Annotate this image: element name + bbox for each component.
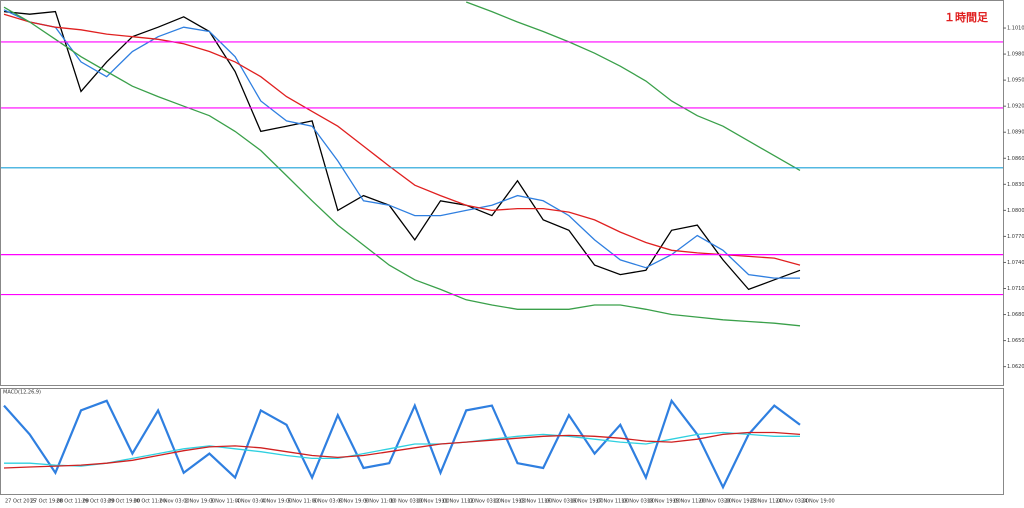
series-line — [3, 398, 801, 490]
series-line — [3, 10, 801, 291]
x-tick-label: 18 Nov 03:00 — [621, 499, 655, 505]
x-tick-label: 29 Oct 03:00 — [82, 499, 115, 505]
y-tick-label: 1.09800 — [1007, 52, 1024, 58]
series-line — [465, 1, 801, 171]
x-tick-label: 23 Nov 11:00 — [750, 499, 784, 505]
y-tick-label: 1.08900 — [1007, 130, 1024, 136]
x-tick-label: 29 Oct 19:00 — [108, 499, 141, 505]
y-tick-label: 1.10100 — [1007, 26, 1024, 32]
y-tick-label: 1.09500 — [1007, 78, 1024, 84]
y-tick-label: 1.09200 — [1007, 104, 1024, 110]
x-tick-label: 2 Nov 03:00 — [159, 499, 190, 505]
x-tick-label: 28 Oct 11:00 — [56, 499, 89, 505]
x-tick-label: 2 Nov 19:00 — [185, 499, 216, 505]
x-tick-label: 30 Oct 11:00 — [133, 499, 166, 505]
x-tick-label: 4 Nov 03:00 — [236, 499, 267, 505]
y-tick-label: 1.07700 — [1007, 234, 1024, 240]
x-tick-label: 4 Nov 19:00 — [262, 499, 293, 505]
y-tick-label: 1.08600 — [1007, 156, 1024, 162]
x-tick-label: 19 Nov 11:00 — [673, 499, 707, 505]
x-tick-label: 27 Oct 19:00 — [31, 499, 64, 505]
indicator-title: MACD(12,26,9) — [3, 390, 41, 396]
x-tick-label: 12 Nov 19:00 — [493, 499, 527, 505]
x-tick-label: 24 Nov 03:00 — [775, 499, 809, 505]
series-line — [3, 9, 800, 279]
y-tick-label: 1.06500 — [1007, 338, 1024, 344]
series-line — [3, 6, 801, 327]
x-tick-label: 11 Nov 11:00 — [442, 499, 476, 505]
x-tick-label: 10 Nov 19:00 — [416, 499, 450, 505]
x-tick-label: 9 Nov 11:00 — [364, 499, 395, 505]
series-line — [3, 431, 801, 469]
x-tick-label: 13 Nov 11:00 — [519, 499, 553, 505]
series-line — [3, 13, 801, 266]
x-tick-label: 12 Nov 03:00 — [467, 499, 501, 505]
y-tick-label: 1.08300 — [1007, 182, 1024, 188]
x-tick-label: 17 Nov 11:00 — [596, 499, 630, 505]
x-tick-label: 18 Nov 19:00 — [647, 499, 681, 505]
x-tick-label: 27 Oct 2015 — [5, 499, 36, 505]
y-tick-label: 1.07100 — [1007, 286, 1024, 292]
x-tick-label: 10 Nov 03:00 — [390, 499, 424, 505]
y-tick-label: 1.07400 — [1007, 260, 1024, 266]
x-tick-label: 3 Nov 11:00 — [210, 499, 241, 505]
x-tick-label: 24 Nov 19:00 — [801, 499, 835, 505]
timeframe-label: １時間足 — [944, 10, 989, 24]
x-tick-label: 6 Nov 19:00 — [339, 499, 370, 505]
indicator-panel — [0, 388, 1004, 495]
y-tick-label: 1.06200 — [1007, 364, 1024, 370]
y-tick-label: 1.06800 — [1007, 312, 1024, 318]
price-panel — [0, 0, 1004, 386]
x-tick-label: 20 Nov 19:00 — [724, 499, 758, 505]
x-tick-label: 16 Nov 19:00 — [570, 499, 604, 505]
x-tick-label: 16 Nov 03:00 — [544, 499, 578, 505]
x-tick-label: 6 Nov 03:00 — [313, 499, 344, 505]
series-line — [4, 431, 800, 467]
x-tick-label: 5 Nov 11:00 — [287, 499, 318, 505]
y-tick-label: 1.08000 — [1007, 208, 1024, 214]
x-tick-label: 20 Nov 03:00 — [698, 499, 732, 505]
